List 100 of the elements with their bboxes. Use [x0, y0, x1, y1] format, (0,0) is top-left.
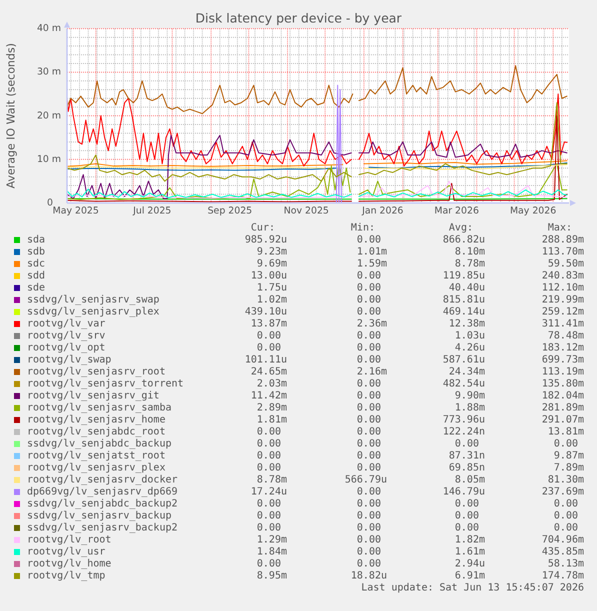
legend-label: rootvg/lv_usr: [27, 546, 106, 558]
text: 237.69m: [542, 486, 584, 498]
text: 9.87m: [554, 450, 584, 462]
text: 2.36m: [356, 318, 387, 330]
text: 985.92u: [244, 234, 287, 246]
text: 0.00: [256, 510, 281, 522]
legend-label: dp669vg/lv_senjasrv_dp669: [27, 486, 178, 498]
text: 8.10m: [454, 246, 485, 258]
text: 0.00: [356, 534, 381, 546]
text: 219.99m: [542, 294, 584, 306]
text: 0.00: [256, 438, 281, 450]
text: 4.26u: [454, 342, 485, 354]
text: 566.79u: [344, 474, 387, 486]
text: 2.16m: [356, 366, 387, 378]
text: 18.82u: [350, 570, 387, 582]
text: 0.00: [356, 294, 381, 306]
text: 0.00: [256, 330, 281, 342]
text: 0.00: [356, 546, 381, 558]
legend-label: rootvg/lv_srv: [27, 330, 106, 342]
text: 2.03m: [256, 378, 287, 390]
text: 0.00: [356, 450, 381, 462]
text: 0.00: [356, 270, 381, 282]
text: 59.50m: [548, 258, 584, 270]
text: 8.05m: [454, 474, 485, 486]
text: 13.87m: [250, 318, 287, 330]
text: 291.07m: [542, 414, 584, 426]
legend-label: ssdvg/lv_senjabdc_backup: [27, 438, 172, 450]
text: 87.31n: [448, 450, 485, 462]
legend-label: rootvg/lv_swap: [27, 354, 112, 366]
text: 1.84m: [256, 546, 287, 558]
text: 78.48m: [548, 330, 584, 342]
text: 0.00: [356, 414, 381, 426]
text: 1.75u: [256, 282, 287, 294]
text: 1.02m: [256, 294, 287, 306]
text: 0.00: [554, 510, 578, 522]
text: 288.89m: [542, 234, 584, 246]
legend-label: sdb: [27, 246, 46, 258]
x-tick-label: May 2025: [52, 206, 99, 216]
text: 0.00: [454, 498, 479, 510]
text: 101.11u: [244, 354, 287, 366]
text: 0.00: [356, 378, 381, 390]
x-tick-label: Jan 2026: [361, 206, 404, 216]
legend-label: rootvg/lv_senjatst_root: [27, 450, 166, 462]
text: 866.82u: [442, 234, 485, 246]
text: 0.00: [356, 486, 381, 498]
text: 0.00: [356, 558, 381, 570]
legend-label: rootvg/lv_senjasrv_git: [27, 390, 160, 402]
legend-label: sdc: [27, 258, 46, 270]
text: 0.00: [356, 438, 381, 450]
y-tick-label: 30 m: [36, 66, 61, 78]
text: 8.95m: [256, 570, 287, 582]
text: 0.00: [356, 522, 381, 534]
text: 587.61u: [442, 354, 485, 366]
text: 13.81m: [548, 426, 584, 438]
text: 174.78m: [542, 570, 584, 582]
text: 0.00: [356, 390, 381, 402]
text: 9.90m: [454, 390, 485, 402]
text: 183.12m: [542, 342, 584, 354]
text: 2.89m: [256, 402, 287, 414]
text: 122.24n: [442, 426, 485, 438]
legend-label: rootvg/lv_var: [27, 318, 106, 330]
x-tick-label: Sep 2025: [208, 206, 252, 216]
legend-label: rootvg/lv_tmp: [27, 570, 106, 582]
text: Cur:: [250, 222, 275, 234]
text: 0.00: [256, 462, 281, 474]
text: 0.00: [356, 354, 381, 366]
legend-label: ssdvg/lv_senjasrv_backup: [27, 510, 172, 522]
text: 0.00: [356, 402, 381, 414]
text: Avg:: [448, 222, 473, 234]
text: 0.00: [356, 306, 381, 318]
legend-label: rootvg/lv_senjasrv_samba: [27, 402, 172, 414]
chart-title: Disk latency per device - by year: [195, 10, 402, 26]
text: 135.80m: [542, 378, 584, 390]
text: 0.00: [256, 450, 281, 462]
legend-label: sdd: [27, 270, 46, 282]
y-tick-label: 0: [47, 198, 54, 208]
text: 9.23m: [256, 246, 287, 258]
text: 69.85n: [448, 462, 485, 474]
text: 13.00u: [250, 270, 287, 282]
text: 435.85m: [542, 546, 584, 558]
text: Min:: [350, 222, 375, 234]
legend-label: rootvg/lv_opt: [27, 342, 106, 354]
legend-label: rootvg/lv_senjasrv_root: [27, 366, 166, 378]
text: 24.34m: [448, 366, 485, 378]
text: Last update: Sat Jun 13 15:45:07 2026: [361, 582, 584, 594]
text: 1.81m: [256, 414, 287, 426]
text: 773.96u: [442, 414, 485, 426]
text: 1.03u: [454, 330, 485, 342]
text: 0.00: [356, 426, 381, 438]
text: 0.00: [256, 522, 281, 534]
text: 0.00: [454, 510, 479, 522]
legend-label: sde: [27, 282, 46, 294]
legend-label: sda: [27, 234, 46, 246]
legend-label: rootvg/lv_senjasrv_plex: [27, 462, 166, 474]
text: 439.10u: [244, 306, 287, 318]
text: 112.10m: [542, 282, 584, 294]
legend-label: rootvg/lv_home: [27, 558, 112, 570]
text: 0.00: [256, 498, 281, 510]
text: 182.04m: [542, 390, 584, 402]
text: 0.00: [554, 522, 578, 534]
